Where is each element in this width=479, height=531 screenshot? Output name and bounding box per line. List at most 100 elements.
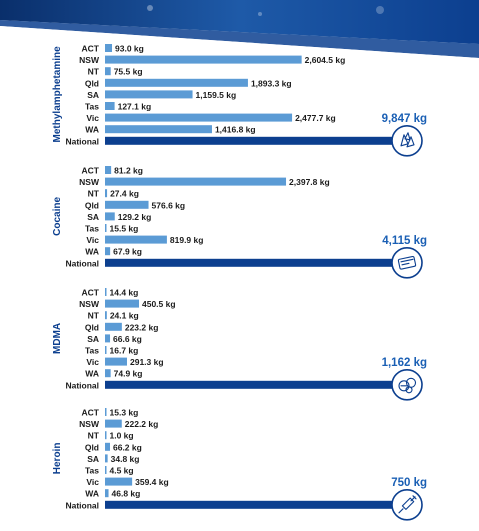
value-label: 359.4 kg xyxy=(135,477,169,487)
state-label: ACT xyxy=(82,166,100,176)
value-label: 14.4 kg xyxy=(110,288,139,298)
value-label: 16.7 kg xyxy=(110,346,139,356)
value-label: 1,893.3 kg xyxy=(251,78,292,88)
state-label: NT xyxy=(88,67,100,77)
bar-wa xyxy=(105,247,111,256)
value-label: 1,416.8 kg xyxy=(215,125,256,135)
drug-label: MDMA xyxy=(52,323,63,354)
bar-act xyxy=(105,288,107,296)
panel-cocaine: ACT 81.2 kg NSW 2,397.8 kg NT 27.4 kg Qld 576.6… xyxy=(52,166,427,279)
national-total: 4,115 kg xyxy=(382,235,427,247)
state-label: Qld xyxy=(85,442,99,452)
bar-wa xyxy=(105,369,111,378)
state-label: Qld xyxy=(85,200,99,210)
value-label: 127.1 kg xyxy=(118,102,152,112)
value-label: 24.1 kg xyxy=(110,311,139,321)
drug-label: Cocaine xyxy=(52,197,63,236)
value-label: 129.2 kg xyxy=(118,212,152,222)
value-label: 222.2 kg xyxy=(125,419,159,429)
bar-qld xyxy=(105,322,122,331)
bar-tas xyxy=(105,224,107,232)
panel-methylamphetamine: ACT 93.0 kg NSW 2,604.5 kg NT 75.5 kg Qld 1,893… xyxy=(52,44,427,157)
national-bar xyxy=(105,500,393,509)
value-label: 576.6 kg xyxy=(152,200,186,210)
state-label: WA xyxy=(85,489,99,499)
bar-sa xyxy=(105,212,115,221)
bar-nt xyxy=(105,431,107,440)
bar-wa xyxy=(105,125,212,134)
state-label: Vic xyxy=(86,235,99,245)
state-label: Tas xyxy=(85,102,99,112)
value-label: 34.8 kg xyxy=(111,454,140,464)
panel-mdma: ACT 14.4 kg NSW 450.5 kg NT 24.1 kg Qld 223.2 k… xyxy=(52,288,427,401)
state-label: NT xyxy=(88,311,100,321)
bar-qld xyxy=(105,78,248,87)
state-label: NT xyxy=(88,189,100,199)
value-label: 15.5 kg xyxy=(110,224,139,234)
state-label: NSW xyxy=(79,55,100,65)
value-label: 93.0 kg xyxy=(115,44,144,54)
value-label: 81.2 kg xyxy=(114,166,143,176)
value-label: 67.9 kg xyxy=(113,247,142,257)
state-label: Tas xyxy=(85,224,99,234)
value-label: 1.0 kg xyxy=(110,431,134,441)
state-label: Tas xyxy=(85,346,99,356)
value-label: 4.5 kg xyxy=(110,466,134,476)
national-label: National xyxy=(65,380,99,390)
national-bar xyxy=(105,136,393,145)
bar-vic xyxy=(105,477,133,486)
state-label: WA xyxy=(85,369,99,379)
bar-qld xyxy=(105,200,149,209)
value-label: 450.5 kg xyxy=(142,299,176,309)
pills-icon xyxy=(391,368,423,401)
crystals-icon xyxy=(391,125,423,157)
bar-act xyxy=(105,166,112,174)
state-label: ACT xyxy=(82,408,100,418)
state-label: NT xyxy=(88,431,100,441)
bar-act xyxy=(105,408,107,416)
state-label: Vic xyxy=(86,357,99,367)
national-label: National xyxy=(65,258,99,268)
national-total: 9,847 kg xyxy=(382,113,427,125)
bar-nsw xyxy=(105,419,122,428)
state-label: ACT xyxy=(82,288,100,298)
national-label: National xyxy=(65,500,99,510)
value-label: 2,604.5 kg xyxy=(305,55,346,65)
bar-tas xyxy=(105,466,107,474)
value-label: 291.3 kg xyxy=(130,357,164,367)
state-label: Vic xyxy=(86,113,99,123)
state-label: SA xyxy=(87,334,99,344)
value-label: 27.4 kg xyxy=(110,189,139,199)
bar-sa xyxy=(105,334,111,343)
state-label: WA xyxy=(85,247,99,257)
value-label: 15.3 kg xyxy=(110,408,139,418)
bar-tas xyxy=(105,102,115,110)
state-label: Qld xyxy=(85,78,99,88)
state-label: NSW xyxy=(79,177,100,187)
bar-vic xyxy=(105,357,127,366)
header-banner xyxy=(0,0,479,60)
footer-fragment xyxy=(44,522,344,531)
state-label: Qld xyxy=(85,322,99,332)
state-label: WA xyxy=(85,125,99,135)
national-label: National xyxy=(65,136,99,146)
panel-heroin: ACT 15.3 kg NSW 222.2 kg NT 1.0 kg Qld 66.2 kg S… xyxy=(52,408,427,521)
value-label: 66.6 kg xyxy=(113,334,142,344)
bar-nt xyxy=(105,67,111,76)
state-label: NSW xyxy=(79,299,100,309)
bar-nsw xyxy=(105,55,302,64)
bar-sa xyxy=(105,90,193,99)
bar-wa xyxy=(105,489,109,498)
national-bar xyxy=(105,258,393,267)
state-label: NSW xyxy=(79,419,100,429)
bar-vic xyxy=(105,235,167,244)
national-total: 1,162 kg xyxy=(382,357,427,369)
value-label: 46.8 kg xyxy=(112,489,141,499)
bar-tas xyxy=(105,346,107,354)
value-label: 75.5 kg xyxy=(114,67,143,77)
state-label: SA xyxy=(87,454,99,464)
value-label: 74.9 kg xyxy=(114,369,143,379)
state-label: Vic xyxy=(86,477,99,487)
state-label: SA xyxy=(87,90,99,100)
